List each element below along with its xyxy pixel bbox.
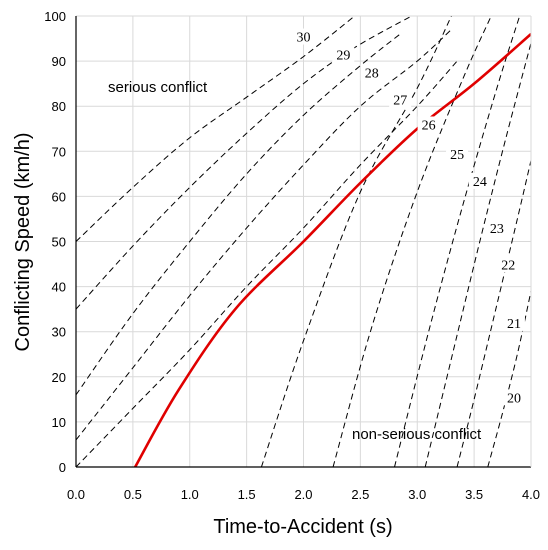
iso-curve-27 xyxy=(76,60,458,467)
curve-label-bg xyxy=(332,46,355,63)
x-tick-label: 3.5 xyxy=(465,487,483,502)
x-tick-label: 1.0 xyxy=(181,487,199,502)
curve-label-bg xyxy=(497,256,520,273)
x-tick-label: 2.5 xyxy=(351,487,369,502)
curve-label-bg xyxy=(502,389,525,406)
y-tick-label: 80 xyxy=(52,99,66,114)
x-tick-label: 2.0 xyxy=(294,487,312,502)
serious-conflict-label: serious conflict xyxy=(108,79,208,96)
curve-label-26: 26 xyxy=(422,118,436,133)
curve-label-bg xyxy=(417,116,440,133)
curve-label-bg xyxy=(292,28,315,45)
curve-labels: 30 29 28 27 26 25 24 23 22 21 20 xyxy=(292,28,525,406)
curve-label-22: 22 xyxy=(501,258,515,273)
x-tick-label: 3.0 xyxy=(408,487,426,502)
y-tick-label: 40 xyxy=(52,280,66,295)
curves xyxy=(76,16,531,467)
iso-curve-21 xyxy=(456,160,531,467)
iso-curve-20 xyxy=(487,291,531,467)
iso-curve-25 xyxy=(260,16,452,467)
curve-label-20: 20 xyxy=(507,391,521,406)
axes xyxy=(75,16,532,468)
x-tick-label: 1.5 xyxy=(238,487,256,502)
iso-curve-23 xyxy=(394,16,521,467)
y-axis-label: Conflicting Speed (km/h) xyxy=(12,133,34,352)
x-axis-label: Time-to-Accident (s) xyxy=(213,516,392,538)
curve-label-30: 30 xyxy=(297,31,311,46)
curve-label-23: 23 xyxy=(490,222,504,237)
iso-curve-30 xyxy=(76,16,412,310)
iso-curve-24 xyxy=(332,16,492,467)
x-tick-label: 4.0 xyxy=(522,487,540,502)
threshold-curve-26 xyxy=(134,33,531,467)
iso-curve-28 xyxy=(76,29,452,441)
y-tick-label: 0 xyxy=(59,460,66,475)
x-tick-label: 0.0 xyxy=(67,487,85,502)
y-tick-label: 100 xyxy=(44,9,66,24)
curve-label-bg xyxy=(485,220,508,237)
y-tick-label: 50 xyxy=(52,235,66,250)
iso-curve-29 xyxy=(76,33,401,396)
curve-label-bg xyxy=(468,172,491,189)
y-tick-label: 90 xyxy=(52,54,66,69)
curve-label-25: 25 xyxy=(450,148,464,163)
iso-curve xyxy=(76,16,356,242)
curve-label-21: 21 xyxy=(507,317,521,332)
y-tick-label: 20 xyxy=(52,370,66,385)
y-tick-label: 10 xyxy=(52,415,66,430)
iso-curve-22 xyxy=(424,42,531,467)
non-serious-conflict-label: non-serious conflict xyxy=(352,426,482,443)
curve-label-27: 27 xyxy=(393,94,407,109)
curve-label-bg xyxy=(502,314,525,331)
curve-label-28: 28 xyxy=(365,67,379,82)
x-tick-label: 0.5 xyxy=(124,487,142,502)
curve-label-bg xyxy=(446,145,469,162)
y-tick-label: 60 xyxy=(52,189,66,204)
curve-label-24: 24 xyxy=(473,175,487,190)
curve-label-bg xyxy=(360,64,383,81)
curve-label-29: 29 xyxy=(336,49,350,64)
curve-label-bg xyxy=(389,91,412,108)
y-tick-label: 30 xyxy=(52,325,66,340)
ticks: 0.0 0.5 1.0 1.5 2.0 2.5 3.0 3.5 4.0 0 10 20 30 40 50 60… xyxy=(44,9,540,502)
y-tick-label: 70 xyxy=(52,144,66,159)
